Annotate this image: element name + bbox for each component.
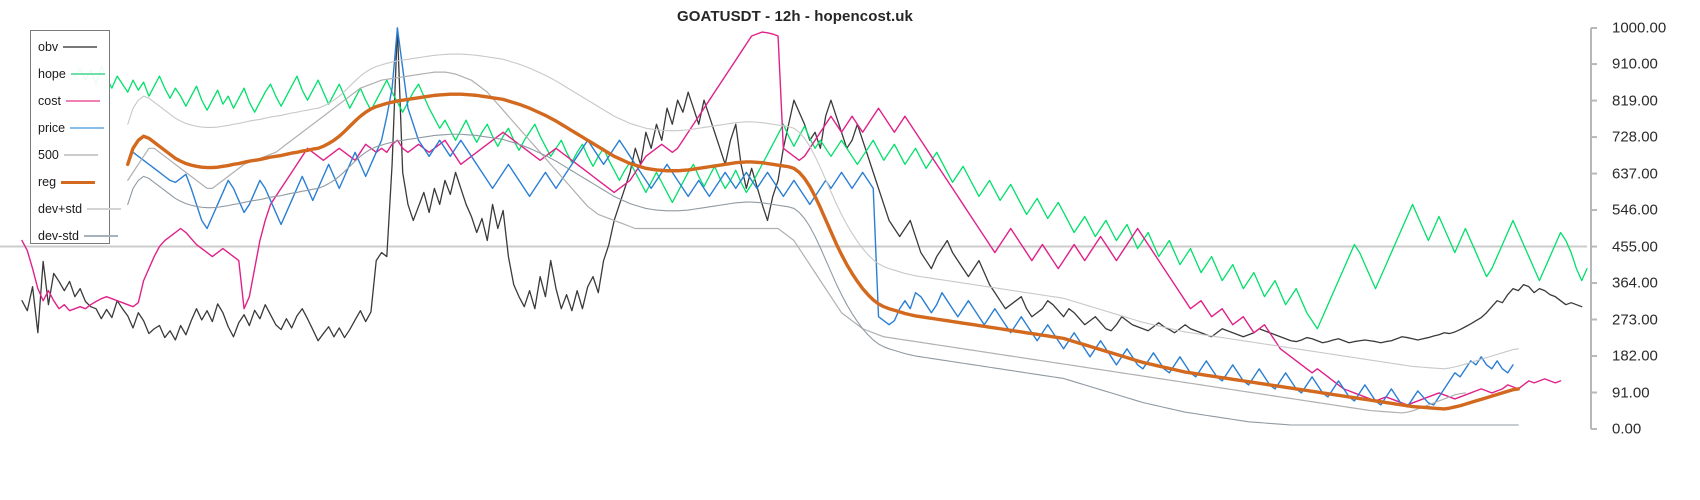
legend-item-label: hope xyxy=(38,67,66,81)
y-axis-tick-label: 364.00 xyxy=(1612,274,1658,292)
legend-color-swatch xyxy=(61,180,96,184)
series-line-dev-std xyxy=(127,53,1519,370)
legend-item-price[interactable]: price xyxy=(38,121,105,135)
legend-item-dev-std[interactable]: dev-std xyxy=(38,229,118,243)
y-axis-tick-label: 273.00 xyxy=(1612,311,1658,329)
legend-item-label: cost xyxy=(38,94,61,108)
legend-color-swatch xyxy=(84,235,118,237)
legend-item-label: 500 xyxy=(38,148,59,162)
legend-item-dev-std[interactable]: dev+std xyxy=(38,202,122,216)
legend-color-swatch xyxy=(87,208,122,210)
legend[interactable]: obv hope cost price 500 reg dev+std dev-std xyxy=(30,30,122,244)
series-lines xyxy=(21,27,1588,426)
y-axis-tick-label: 546.00 xyxy=(1612,201,1658,219)
y-axis-tick-label: 728.00 xyxy=(1612,128,1658,146)
y-axis-tick-label: 910.00 xyxy=(1612,55,1658,73)
legend-item-label: obv xyxy=(38,40,59,54)
legend-item-reg[interactable]: reg xyxy=(38,175,96,189)
legend-item-label: dev+std xyxy=(38,202,83,216)
series-line-500 xyxy=(127,71,1467,414)
y-axis-tick-label: 819.00 xyxy=(1612,92,1658,110)
legend-item-obv[interactable]: obv xyxy=(38,40,98,54)
series-line-dev-std xyxy=(127,133,1519,426)
series-line-hope xyxy=(74,65,1588,330)
legend-item-label: reg xyxy=(38,175,57,189)
legend-color-swatch xyxy=(65,100,100,102)
legend-color-swatch xyxy=(63,46,98,48)
y-axis-tick-label: 182.00 xyxy=(1612,347,1658,365)
y-axis-tick-label: 0.00 xyxy=(1612,420,1642,438)
chart-title: GOATUSDT - 12h - hopencost.uk xyxy=(677,8,913,25)
y-axis-tick-label: 455.00 xyxy=(1612,238,1658,256)
series-line-obv xyxy=(21,27,1583,344)
legend-item-hope[interactable]: hope xyxy=(38,67,105,81)
series-line-cost xyxy=(21,31,1562,406)
legend-item-cost[interactable]: cost xyxy=(38,94,100,108)
legend-item-500[interactable]: 500 xyxy=(38,148,98,162)
y-axis-tick-label: 1000.00 xyxy=(1612,19,1667,37)
y-axis-tick-label: 637.00 xyxy=(1612,165,1658,183)
y-axis-tick-labels: 0.00 91.00 182.00 273.00 364.00 455.00 546.00 6… xyxy=(1598,0,1698,500)
series-line-price xyxy=(132,27,1514,408)
legend-color-swatch xyxy=(63,154,98,156)
legend-color-swatch xyxy=(70,73,105,75)
legend-color-swatch xyxy=(70,127,105,129)
series-line-reg xyxy=(126,92,1520,411)
y-axis-spine xyxy=(1590,27,1597,430)
legend-item-label: price xyxy=(38,121,66,135)
y-axis-tick-label: 91.00 xyxy=(1612,384,1650,401)
legend-item-label: dev-std xyxy=(38,229,79,243)
